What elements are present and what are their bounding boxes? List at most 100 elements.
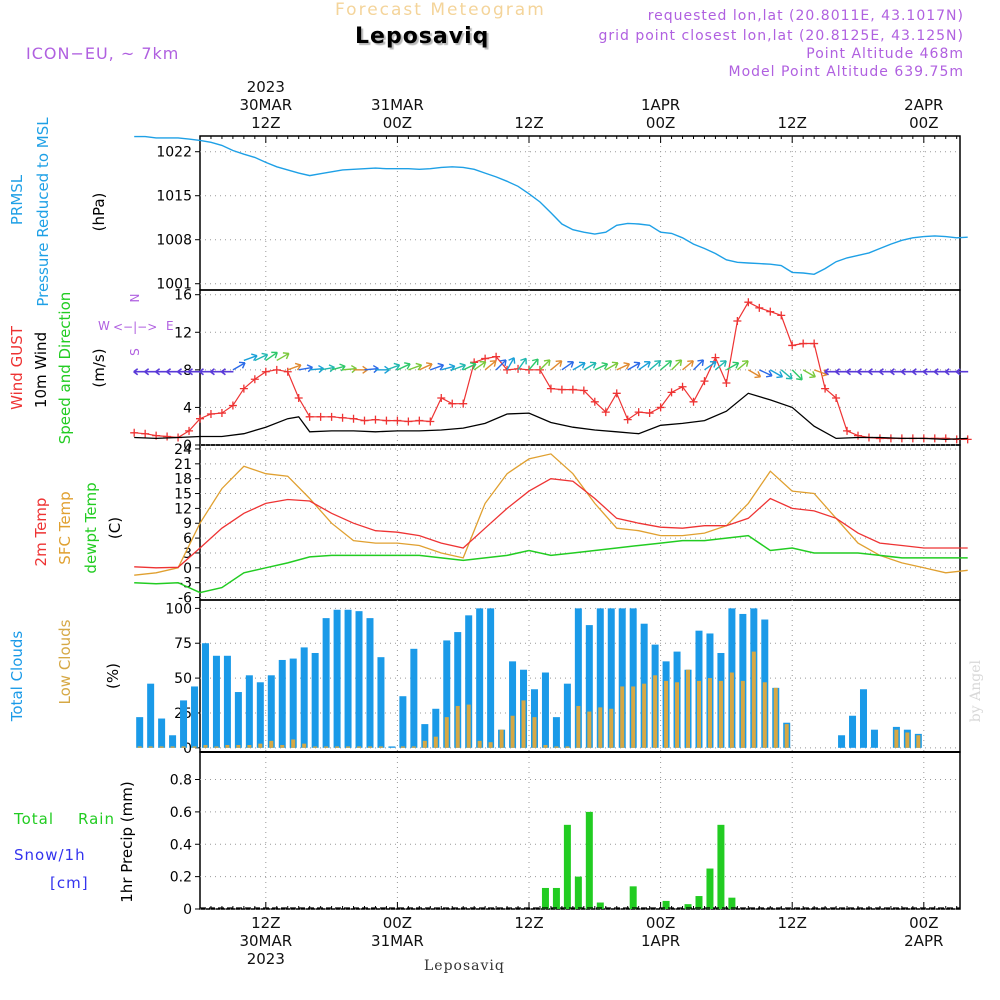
top-time-label: 12Z — [251, 114, 280, 132]
gust-marker — [777, 311, 786, 320]
t2m-line — [134, 478, 968, 569]
wind-arrow-head — [448, 363, 456, 372]
calm-wind-arrow — [878, 368, 892, 376]
rain-bar — [728, 897, 736, 909]
wind-direction-arrow — [802, 369, 816, 378]
low-cloud-bar — [664, 680, 669, 748]
total-cloud-bar — [476, 608, 484, 748]
model-altitude: Model Point Altitude 639.75m — [728, 64, 964, 80]
pressure-unit-label: (hPa) — [90, 193, 108, 232]
bottom-time-label: 1APR — [641, 932, 680, 950]
legend-snow-unit: [cm] — [50, 874, 89, 892]
wind-direction-arrow — [616, 363, 630, 371]
dir-legend-n: N — [128, 294, 142, 303]
bottom-time-label: 00Z — [646, 914, 675, 932]
dir-legend-arrows: <−|−> — [113, 320, 157, 334]
footer-location: Leposaviq — [424, 958, 505, 974]
y-tick-label: 12 — [174, 501, 192, 517]
gust-marker — [206, 410, 215, 418]
low-cloud-bar — [631, 686, 636, 748]
total-cloud-bar — [234, 692, 242, 748]
wind-direction-arrow — [265, 351, 278, 362]
wind-arrow-head — [543, 359, 551, 367]
total-cloud-bar — [212, 655, 220, 748]
y-tick-label: 0.4 — [170, 837, 192, 853]
gust-marker — [294, 394, 303, 403]
low-cloud-bar — [521, 700, 526, 748]
requested-coords: requested lon,lat (20.8011E, 43.1017N) — [647, 8, 964, 24]
total-cloud-bar — [552, 717, 560, 748]
calm-wind-arrow — [933, 368, 947, 376]
bottom-time-label: 12Z — [778, 914, 807, 932]
pressure-line — [134, 135, 968, 276]
gust-marker — [272, 365, 281, 374]
wind-direction-arrow — [539, 359, 551, 371]
total-cloud-bar — [454, 632, 462, 748]
total-cloud-bar — [607, 608, 615, 748]
wind-arrow-head — [404, 362, 411, 370]
gust-marker — [239, 384, 248, 393]
calm-wind-arrow — [944, 368, 958, 376]
total-cloud-bar — [355, 611, 363, 748]
top-time-label: 00Z — [383, 114, 412, 132]
low-cloud-bar — [291, 739, 296, 748]
y-tick-label: 0 — [183, 561, 192, 577]
calm-wind-arrow — [846, 368, 859, 376]
y-tick-label: 0 — [183, 438, 192, 454]
low-cloud-bar — [280, 745, 285, 748]
temp-unit-label: (C) — [106, 517, 124, 539]
bottom-time-label: 00Z — [383, 914, 412, 932]
total-cloud-bar — [585, 625, 593, 748]
total-cloud-bar — [377, 657, 385, 748]
total-cloud-bar — [509, 661, 517, 748]
rain-bar — [706, 868, 714, 909]
rain-bar — [574, 876, 582, 909]
gust-marker — [733, 317, 742, 325]
gust-marker — [338, 413, 347, 422]
wind-arrow-head — [809, 371, 816, 379]
y-tick-label: 3 — [183, 546, 192, 562]
total-cloud-bar — [278, 659, 286, 748]
gust-marker — [217, 409, 226, 418]
prmsl-label: PRMSL — [8, 174, 26, 225]
wind-direction-arrow — [243, 355, 258, 362]
wind-direction-arrow — [572, 362, 586, 371]
wind-arrow-head — [765, 370, 773, 378]
wind-direction-arrow — [430, 364, 444, 371]
wind-label: 10m Wind — [32, 332, 50, 408]
low-cloud-bar — [422, 740, 427, 748]
gust-marker — [185, 426, 194, 435]
total-cloud-bar — [859, 689, 867, 748]
wind-direction-arrow — [364, 367, 379, 371]
wind-arrow-head — [754, 371, 762, 379]
total-cloud-bar — [870, 729, 878, 748]
gust-marker — [678, 382, 687, 391]
y-tick-label: 16 — [174, 288, 192, 304]
wind-arrow-head — [665, 360, 673, 367]
low-cloud-bar — [784, 724, 789, 748]
wind-arrow-head — [742, 360, 749, 367]
wind-direction-arrow — [759, 369, 773, 377]
gust-marker — [832, 394, 841, 403]
total-cloud-bar — [267, 675, 275, 748]
gust-marker — [393, 416, 402, 425]
low-cloud-bar — [488, 742, 493, 748]
wind-direction-arrow — [682, 360, 694, 371]
dewpt-line — [134, 534, 968, 594]
rain-bar — [695, 896, 703, 909]
wind-arrow-head — [623, 362, 631, 370]
low-cloud-bar — [762, 682, 767, 748]
y-tick-label: 1022 — [156, 145, 192, 161]
wind-direction-arrow — [780, 369, 793, 380]
wind-direction-arrow — [309, 367, 324, 371]
calm-wind-arrow — [835, 368, 848, 376]
gust-marker — [546, 384, 555, 393]
sfc-temp-line — [134, 453, 968, 576]
low-cloud-bar — [894, 729, 899, 748]
calm-wind-arrow — [900, 368, 914, 376]
low-cloud-bar — [214, 746, 219, 748]
wind-arrow-head — [601, 362, 609, 370]
gust-marker — [163, 432, 172, 441]
wind-direction-arrow — [441, 365, 455, 371]
